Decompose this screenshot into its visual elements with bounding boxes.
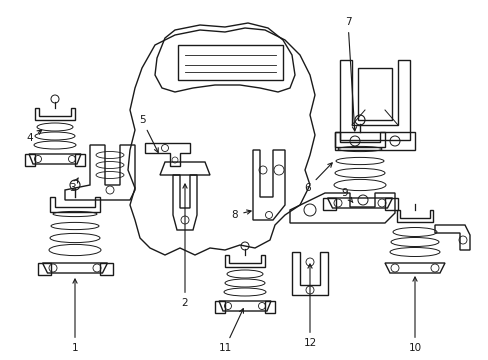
Text: 9: 9 <box>341 188 352 202</box>
Text: 6: 6 <box>304 163 331 193</box>
Text: 2: 2 <box>182 184 188 308</box>
Text: 12: 12 <box>303 264 316 348</box>
Text: 7: 7 <box>344 17 356 131</box>
Text: 3: 3 <box>68 178 78 193</box>
Text: 8: 8 <box>231 210 250 220</box>
Text: 5: 5 <box>139 115 158 152</box>
Text: 1: 1 <box>72 279 78 353</box>
Text: 11: 11 <box>218 309 243 353</box>
Text: 4: 4 <box>27 130 41 143</box>
Text: 10: 10 <box>407 277 421 353</box>
